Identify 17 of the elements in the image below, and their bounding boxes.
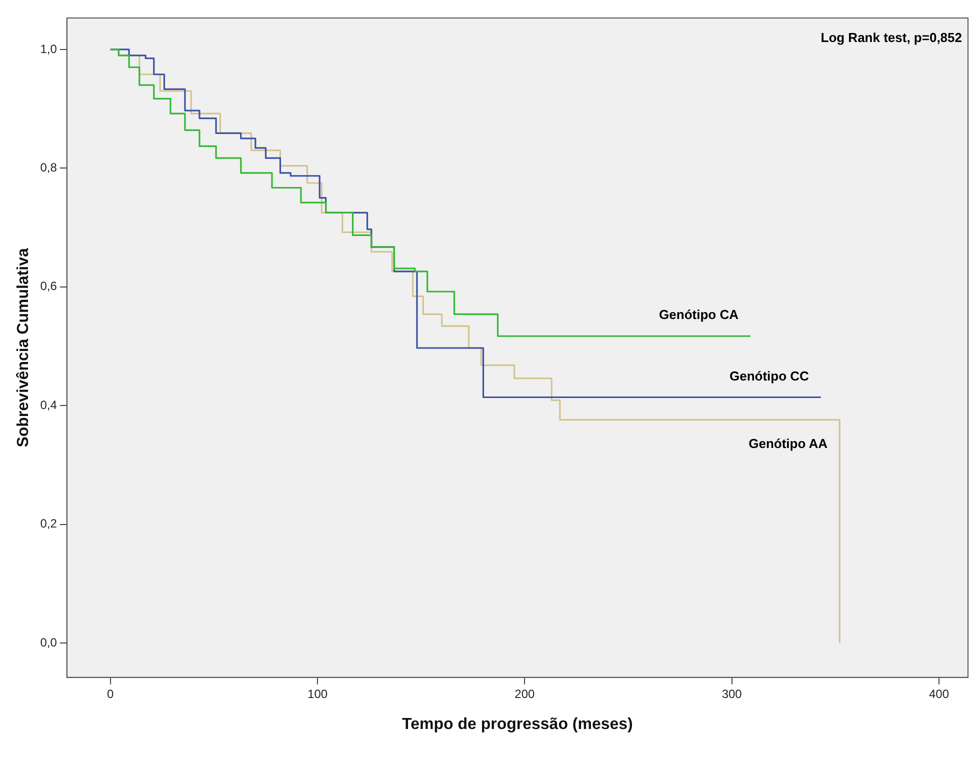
y-axis-title: Sobrevivência Cumulativa — [15, 248, 32, 448]
x-tick-label: 400 — [928, 686, 950, 701]
x-tick-label: 100 — [308, 686, 328, 701]
y-tick-label: 1,0 — [40, 42, 58, 56]
x-tick-label: 300 — [722, 686, 742, 701]
y-tick-label: 0,2 — [40, 516, 58, 531]
y-tick-label: 0,8 — [40, 160, 58, 174]
x-tick-label: 0 — [107, 686, 114, 701]
series-label: Genótipo AA — [748, 436, 828, 451]
y-tick-label: 0,0 — [40, 635, 58, 650]
y-tick-label: 0,6 — [40, 279, 58, 294]
y-tick-label: 0,4 — [40, 398, 58, 412]
annotation: Log Rank test, p=0,852 — [820, 30, 962, 46]
series-label: Genótipo CC — [729, 368, 810, 384]
x-tick-label: 200 — [514, 686, 536, 701]
series-label: Genótipo CA — [659, 307, 740, 322]
x-axis-title: Tempo de progressão (meses) — [402, 716, 633, 733]
